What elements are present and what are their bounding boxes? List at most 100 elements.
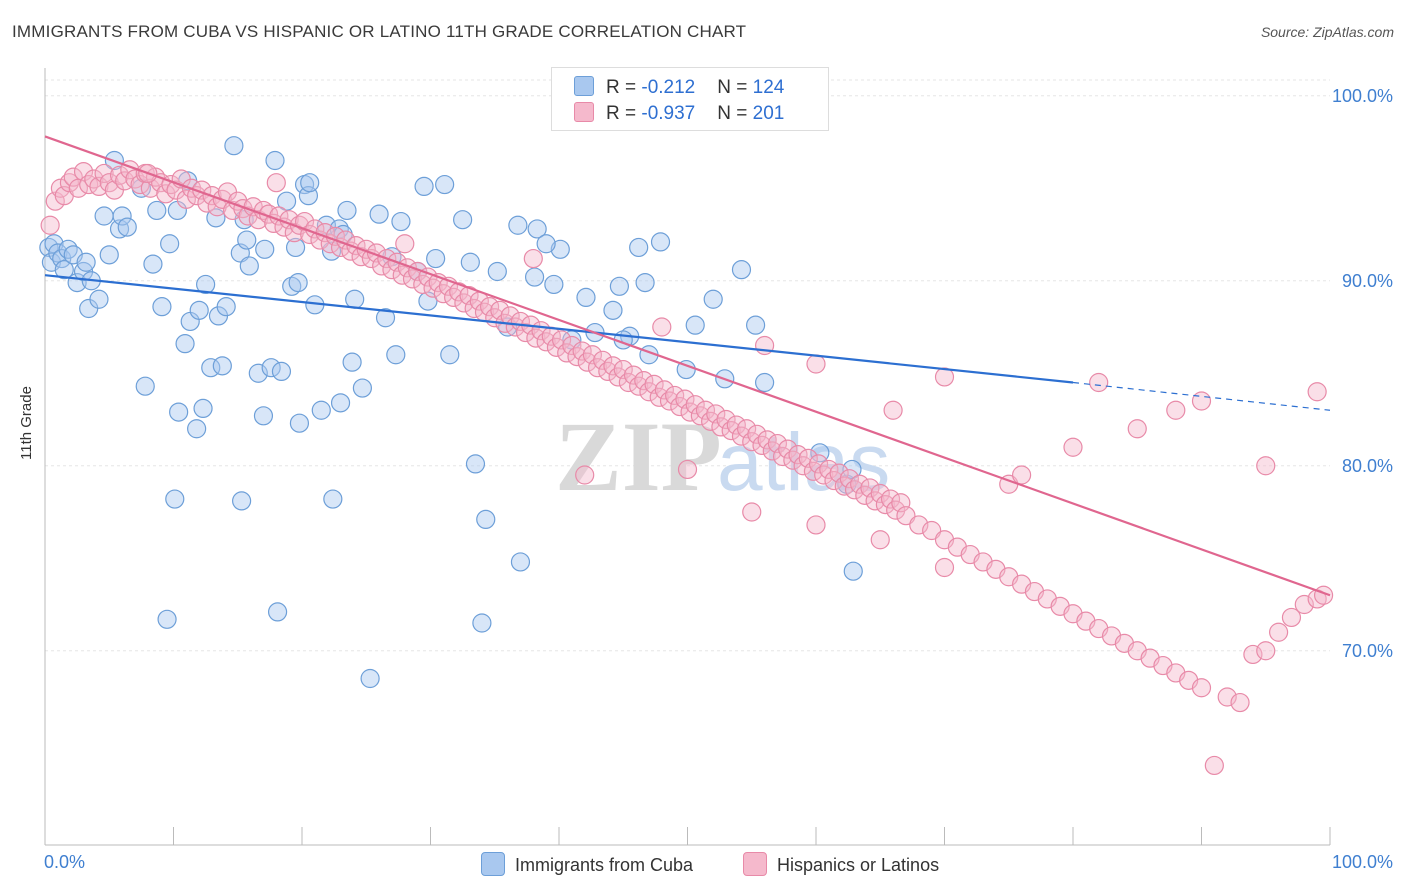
point-hispanic — [1127, 419, 1147, 439]
points-layer — [39, 89, 1334, 776]
legend-swatch-pink — [574, 102, 594, 122]
point-cuba — [265, 150, 285, 171]
point-hispanic — [819, 459, 839, 480]
point-cuba — [117, 217, 137, 237]
point-hispanic — [536, 332, 556, 352]
point-cuba — [524, 267, 545, 287]
point-cuba — [44, 234, 64, 254]
point-hispanic — [156, 184, 176, 204]
point-hispanic — [94, 163, 114, 184]
point-hispanic — [562, 335, 582, 356]
point-cuba — [746, 315, 766, 335]
point-hispanic — [752, 435, 772, 455]
point-hispanic — [130, 174, 150, 195]
point-cuba — [212, 356, 232, 376]
point-hispanic — [747, 424, 767, 444]
point-cuba — [76, 252, 96, 272]
point-cuba — [360, 668, 380, 689]
point-hispanic — [934, 367, 955, 387]
point-hispanic — [1063, 437, 1083, 457]
point-hispanic — [176, 189, 196, 209]
point-hispanic — [505, 317, 525, 337]
legend-n-label: N = — [717, 103, 753, 124]
stats-legend: R = -0.212 N = 124 R = -0.937 N = 201 — [551, 67, 829, 131]
point-hispanic — [266, 173, 286, 193]
x-tick-label: 0.0% — [44, 852, 85, 872]
point-hispanic — [726, 415, 746, 435]
point-cuba — [754, 372, 775, 393]
point-cuba — [89, 289, 109, 309]
point-cuba — [472, 613, 492, 633]
point-cuba — [544, 274, 564, 295]
point-hispanic — [808, 454, 829, 474]
point-cuba — [152, 297, 172, 317]
point-cuba — [311, 400, 331, 420]
point-hispanic — [480, 297, 500, 317]
point-hispanic — [109, 165, 130, 185]
legend-row-hispanic: R = -0.937 N = 201 — [574, 102, 784, 126]
legend-n-label: N = — [717, 77, 753, 98]
point-hispanic — [40, 215, 60, 235]
point-hispanic — [1166, 400, 1186, 420]
point-cuba — [232, 491, 252, 511]
bottom-legend-cuba: Immigrants from Cuba — [481, 852, 693, 876]
point-hispanic — [1243, 644, 1263, 665]
point-hispanic — [598, 361, 618, 381]
source-label: Source: ZipAtlas.com — [1260, 24, 1394, 40]
point-cuba — [39, 237, 59, 258]
legend-r-value: -0.937 — [641, 103, 696, 124]
point-cuba — [337, 200, 357, 221]
point-cuba — [58, 239, 78, 259]
point-hispanic — [500, 306, 520, 326]
point-cuba — [169, 402, 189, 422]
point-hispanic — [844, 480, 865, 500]
watermark-zip: ZIP — [555, 401, 722, 512]
point-hispanic — [880, 489, 901, 509]
point-hispanic — [1191, 678, 1212, 698]
point-hispanic — [634, 371, 654, 391]
legend-r-label: R = — [606, 103, 642, 124]
point-cuba — [369, 204, 389, 224]
point-cuba — [603, 300, 623, 320]
trend-line-cuba — [44, 274, 1074, 384]
point-hispanic — [1281, 607, 1302, 628]
point-hispanic — [806, 354, 826, 374]
point-cuba — [536, 234, 556, 254]
point-cuba — [237, 230, 257, 250]
point-cuba — [330, 393, 351, 413]
point-cuba — [187, 419, 207, 439]
point-cuba — [342, 352, 362, 372]
point-cuba — [386, 345, 406, 365]
point-cuba — [196, 274, 216, 295]
point-cuba — [440, 345, 460, 365]
point-cuba — [276, 191, 297, 211]
y-tick-label: 70.0% — [1342, 641, 1393, 661]
legend-n-value: 124 — [752, 77, 785, 98]
point-hispanic — [623, 365, 644, 385]
point-hispanic — [883, 400, 903, 420]
point-cuba — [323, 489, 343, 509]
point-cuba — [271, 361, 292, 381]
point-hispanic — [1191, 391, 1212, 411]
point-cuba — [453, 210, 473, 230]
legend-r-value: -0.212 — [641, 77, 696, 98]
point-cuba — [527, 219, 547, 239]
point-hispanic — [572, 341, 592, 361]
point-hispanic — [1268, 622, 1289, 642]
point-cuba — [239, 256, 259, 276]
point-hispanic — [788, 445, 808, 465]
point-hispanic — [870, 530, 890, 550]
y-axis-label: 11th Grade — [18, 386, 35, 460]
point-cuba — [300, 173, 320, 193]
point-cuba — [175, 334, 195, 354]
point-hispanic — [1204, 755, 1224, 776]
point-cuba — [288, 273, 308, 293]
point-cuba — [345, 289, 365, 309]
point-hispanic — [839, 469, 860, 489]
point-hispanic — [690, 406, 710, 426]
point-cuba — [414, 176, 434, 196]
point-hispanic — [659, 391, 680, 411]
point-hispanic — [778, 439, 798, 459]
point-cuba — [460, 252, 480, 272]
